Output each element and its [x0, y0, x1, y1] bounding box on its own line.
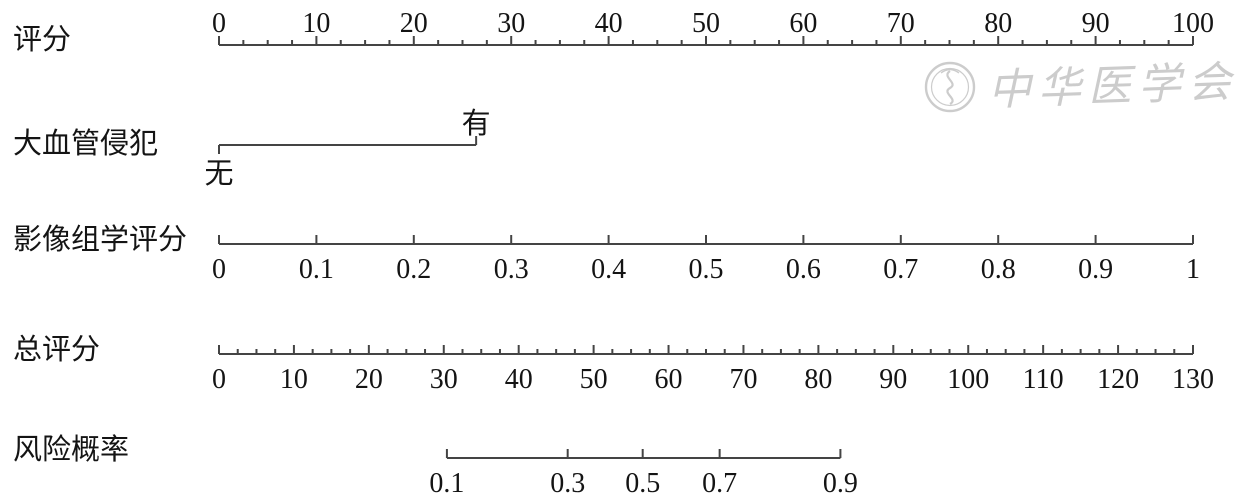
- tick-label-total-points: 30: [430, 364, 458, 395]
- row-label-total-points: 总评分: [13, 333, 100, 366]
- tick-label-radiomics-score: 1: [1186, 254, 1200, 285]
- tick-label-total-points: 40: [505, 364, 533, 395]
- tick-label-total-points: 70: [729, 364, 757, 395]
- tick-label-radiomics-score: 0: [212, 254, 226, 285]
- category-label-vascular-invasion-1: 有: [462, 107, 491, 140]
- tick-label-radiomics-score: 0.2: [396, 254, 431, 285]
- tick-label-points: 100: [1172, 8, 1214, 39]
- tick-label-radiomics-score: 0.4: [591, 254, 626, 285]
- tick-label-points: 60: [789, 8, 817, 39]
- cma-watermark: 中华医学会: [924, 59, 1238, 115]
- cma-emblem-icon: [924, 61, 976, 113]
- tick-label-total-points: 20: [355, 364, 383, 395]
- tick-label-total-points: 100: [947, 364, 989, 395]
- tick-label-points: 70: [887, 8, 915, 39]
- row-label-risk-probability: 风险概率: [13, 433, 129, 466]
- tick-label-radiomics-score: 0.1: [299, 254, 334, 285]
- tick-label-points: 90: [1082, 8, 1110, 39]
- cma-watermark-text: 中华医学会: [987, 59, 1238, 115]
- tick-label-radiomics-score: 0.5: [689, 254, 724, 285]
- tick-label-risk-probability: 0.3: [550, 468, 585, 498]
- tick-label-total-points: 130: [1172, 364, 1214, 395]
- tick-label-total-points: 10: [280, 364, 308, 395]
- tick-label-risk-probability: 0.7: [702, 468, 737, 498]
- tick-label-total-points: 80: [804, 364, 832, 395]
- tick-label-radiomics-score: 0.6: [786, 254, 821, 285]
- tick-label-total-points: 60: [655, 364, 683, 395]
- tick-label-points: 50: [692, 8, 720, 39]
- row-total-points: 总评分 0 10 20 30 40 50 60 70 80 90 100 110 120 130: [13, 333, 1214, 395]
- tick-label-risk-probability: 0.1: [429, 468, 464, 498]
- tick-label-points: 80: [984, 8, 1012, 39]
- row-radiomics-score: 影像组学评分 0 0.1 0.2 0.3 0.4 0.5 0.6 0.7 0.8 0.9 1: [13, 223, 1200, 285]
- tick-label-radiomics-score: 0.8: [981, 254, 1016, 285]
- tick-label-points: 40: [595, 8, 623, 39]
- tick-label-total-points: 120: [1097, 364, 1139, 395]
- tick-label-total-points: 90: [879, 364, 907, 395]
- tick-label-radiomics-score: 0.7: [883, 254, 918, 285]
- category-label-vascular-invasion-0: 无: [204, 158, 233, 190]
- tick-label-radiomics-score: 0.3: [494, 254, 529, 285]
- tick-label-risk-probability: 0.5: [625, 468, 660, 498]
- row-points: 评分 0 10 20 30 40 50 60 70 80 90 100: [13, 8, 1214, 56]
- row-label-vascular-invasion: 大血管侵犯: [13, 127, 158, 160]
- tick-label-points: 10: [302, 8, 330, 39]
- tick-label-radiomics-score: 0.9: [1078, 254, 1113, 285]
- tick-label-points: 30: [497, 8, 525, 39]
- tick-label-total-points: 110: [1023, 364, 1064, 395]
- row-label-radiomics-score: 影像组学评分: [13, 223, 187, 256]
- tick-label-points: 20: [400, 8, 428, 39]
- row-risk-probability: 风险概率 0.1 0.3 0.5 0.7 0.9: [13, 433, 858, 498]
- tick-label-points: 0: [212, 8, 226, 39]
- tick-label-total-points: 0: [212, 364, 226, 395]
- row-label-points: 评分: [13, 24, 71, 56]
- tick-label-total-points: 50: [580, 364, 608, 395]
- tick-label-risk-probability: 0.9: [823, 468, 858, 498]
